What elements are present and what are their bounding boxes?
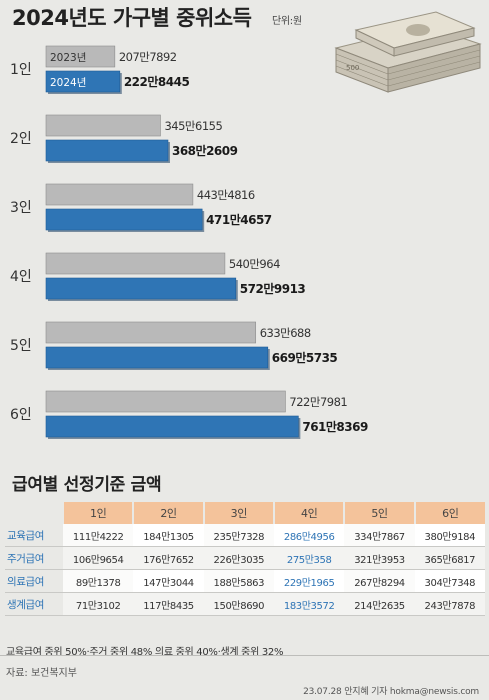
table-corner [5, 502, 63, 524]
bar-2023 [45, 45, 116, 68]
row-label: 생계급여 [7, 598, 45, 611]
category-label: 2인 [10, 131, 32, 147]
bar-2024 [45, 139, 169, 162]
row-label: 교육급여 [7, 529, 45, 542]
col-header: 5인 [343, 502, 415, 524]
col-header: 1인 [61, 502, 134, 524]
bar-2024 [45, 70, 121, 93]
chart-title: 2024년도 가구별 중위소득 [12, 6, 252, 30]
col-header: 3인 [202, 502, 274, 524]
table-cell: 89만1378 [63, 569, 134, 593]
category-label: 5인 [10, 338, 32, 354]
table-cell: 267만8294 [344, 569, 415, 593]
table-cell: 106만9654 [63, 546, 134, 570]
table-cell: 286만4956 [273, 524, 345, 547]
data-label: 722만7981 [289, 395, 347, 409]
money-note-text: 500 [346, 64, 359, 72]
table-cell: 71만3102 [63, 592, 134, 616]
table-cell: 150만8690 [203, 592, 274, 616]
category-label: 6인 [10, 407, 32, 423]
criteria-table: 1인 2인 3인 4인 5인 6인 교육급여 111만4222 184만1305… [5, 502, 485, 616]
table-cell: 334만7867 [344, 524, 415, 547]
table-header-row: 1인 2인 3인 4인 5인 6인 [5, 502, 485, 524]
bar-2023 [45, 114, 161, 137]
table-cell: 304만7348 [414, 569, 485, 593]
table-cell: 111만4222 [63, 524, 134, 547]
bar-2024 [45, 277, 237, 300]
source-text: 자료: 보건복지부 [6, 668, 77, 679]
bar-2024 [45, 415, 299, 438]
row-label: 주거급여 [7, 552, 45, 565]
table-cell: 275만358 [273, 546, 345, 570]
bar-2024 [45, 346, 269, 369]
table-title: 급여별 선정기준 금액 [12, 475, 162, 495]
table-row: 생계급여 71만3102 117만8435 150만8690 183만3572 … [5, 592, 485, 616]
table-row: 의료급여 89만1378 147만3044 188만5863 229만1965 … [5, 569, 485, 593]
row-label: 의료급여 [7, 575, 45, 588]
data-label: 368만2609 [172, 143, 238, 158]
category-label: 4인 [10, 269, 32, 285]
data-label: 669만5735 [272, 350, 338, 365]
data-label: 540만964 [229, 257, 280, 271]
table-cell: 365만6817 [414, 546, 485, 570]
col-header: 2인 [132, 502, 204, 524]
table-cell: 235만7328 [203, 524, 274, 547]
bar-2023 [45, 321, 257, 344]
income-bar-chart: 1인 207만7892 2023년 222만8445 2024년 2인 345만6155 36… [10, 45, 368, 439]
criteria-note: 교육급여 중위 50%·주거 중위 48% 의료 중위 40%·생계 중위 32… [6, 647, 284, 658]
table-cell: 214만2635 [344, 592, 415, 616]
data-label: 761만8369 [302, 419, 368, 434]
data-label: 572만9913 [240, 281, 306, 296]
table-cell: 117만8435 [133, 592, 204, 616]
data-label: 471만4657 [206, 212, 272, 227]
col-header: 4인 [272, 502, 345, 524]
table-cell: 184만1305 [133, 524, 204, 547]
table-row: 주거급여 106만9654 176만7652 226만3035 275만358 … [5, 546, 485, 570]
data-label: 207만7892 [119, 50, 177, 64]
data-label: 633만688 [260, 326, 311, 340]
table-cell: 243만7878 [414, 592, 485, 616]
col-header: 6인 [413, 502, 485, 524]
table-cell: 183만3572 [273, 592, 345, 616]
category-label: 1인 [10, 62, 32, 78]
table-row: 교육급여 111만4222 184만1305 235만7328 286만4956… [5, 524, 485, 547]
bar-2023 [45, 183, 194, 206]
table-cell: 321만3953 [344, 546, 415, 570]
table-cell: 229만1965 [273, 569, 345, 593]
table-cell: 147만3044 [133, 569, 204, 593]
table-cell: 188만5863 [203, 569, 274, 593]
data-label: 443만4816 [197, 188, 255, 202]
legend-label: 2024년 [50, 77, 86, 89]
bar-2024 [45, 208, 203, 231]
bar-2023 [45, 390, 286, 413]
money-stack-icon: 500 [334, 11, 482, 93]
category-label: 3인 [10, 200, 32, 216]
divider [0, 655, 489, 656]
data-label: 345만6155 [164, 119, 222, 133]
unit-label: 단위:원 [272, 16, 302, 27]
table-cell: 380만9184 [414, 524, 485, 547]
credit-text: 23.07.28 안지혜 기자 hokma@newsis.com [303, 687, 479, 697]
table-cell: 226만3035 [203, 546, 274, 570]
legend-label: 2023년 [50, 52, 86, 64]
table-cell: 176만7652 [133, 546, 204, 570]
data-label: 222만8445 [124, 74, 190, 89]
bar-2023 [45, 252, 226, 275]
